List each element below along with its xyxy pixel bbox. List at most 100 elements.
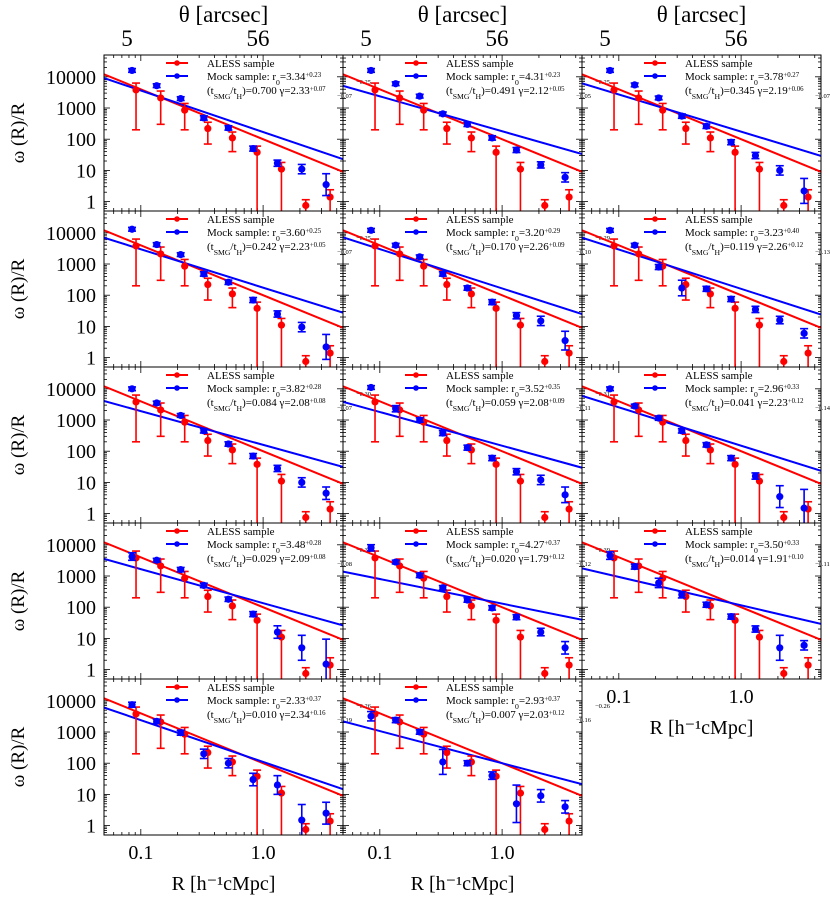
mock-point (512, 613, 521, 621)
y-tick-label: 10000 (46, 535, 96, 557)
legend-mock-label: Mock sample: r0=3.52+0.35 (446, 383, 561, 399)
aless-point (706, 446, 714, 454)
aless-point (541, 513, 549, 522)
legend-aless-marker (652, 60, 658, 66)
mock-point (273, 464, 282, 473)
mock-point (224, 440, 232, 448)
mock-point (655, 263, 663, 271)
top-tick-label: 5 (121, 26, 133, 51)
mock-point (416, 92, 424, 100)
mock-point (537, 317, 545, 325)
legend-gamma-lower: −0.14 (815, 405, 830, 412)
aless-point (659, 106, 667, 114)
mock-point (322, 343, 330, 351)
y-axis-label: ω (R)/R (8, 726, 29, 787)
aless-point (565, 193, 573, 201)
y-tick-label: 100 (66, 285, 96, 307)
plot-area (582, 66, 821, 211)
legend-gamma-lower: −0.11 (815, 561, 830, 568)
mock-point (488, 772, 496, 780)
mock-point (776, 316, 784, 324)
legend-mock-marker (174, 541, 180, 547)
legend-gamma-lower: −0.08 (337, 561, 352, 568)
mock-point (392, 241, 400, 249)
panel-frame (342, 678, 583, 836)
mock-point (177, 729, 185, 737)
aless-point (780, 513, 788, 522)
mock-point (463, 120, 471, 128)
legend-aless-marker (652, 372, 658, 378)
top-tick-label: 5 (360, 26, 372, 51)
legend-aless-label: ALESS sample (685, 214, 753, 226)
aless-fit-line (104, 541, 343, 641)
mock-fit-line (104, 400, 343, 468)
aless-point (326, 817, 334, 825)
mock-fit-line (582, 567, 821, 625)
mock-point (561, 491, 569, 499)
mock-point (800, 504, 808, 512)
aless-point (443, 124, 451, 133)
legend-mock-marker (413, 697, 419, 703)
mock-point (177, 95, 185, 103)
mock-fit-line (343, 236, 582, 316)
aless-fit-line (343, 73, 582, 173)
legend-aless-marker (652, 528, 658, 534)
legend-aless-marker (413, 60, 419, 66)
aless-fit-line (104, 385, 343, 485)
legend-gamma-lower: −0.05 (576, 93, 591, 100)
mock-point (392, 716, 400, 724)
legend-ratio-label: (tSMG/tH)=0.010 γ=2.34+0.16 (207, 709, 326, 725)
aless-point (492, 148, 500, 156)
top-axis-labels: θ [arcsec]5 56θ [arcsec]5 56θ [arcsec]5 56 (121, 2, 747, 51)
mock-point (298, 816, 306, 824)
mock-fit-line (582, 82, 821, 157)
aless-point (228, 446, 236, 454)
legend-ratio-label: (tSMG/tH)=0.491 γ=2.12+0.05 (446, 85, 565, 101)
aless-point (780, 669, 788, 678)
legend-mock-marker (174, 73, 180, 79)
mock-point (702, 601, 710, 609)
legend-aless-label: ALESS sample (446, 682, 514, 694)
panel-frame (581, 522, 822, 680)
mock-point (631, 402, 639, 410)
legend-mock-marker (652, 385, 658, 391)
y-tick-label: 10 (76, 316, 96, 338)
legend-mock-label: Mock sample: r0=3.48+0.28 (207, 539, 322, 555)
legend-aless-label: ALESS sample (207, 58, 275, 70)
legend-aless-label: ALESS sample (685, 526, 753, 538)
mock-point (392, 80, 400, 88)
legend-mock-label: Mock sample: r0=4.31+0.23 (446, 71, 561, 87)
mock-point (367, 226, 375, 234)
legend-ratio-label: (tSMG/tH)=0.084 γ=2.08+0.08 (207, 397, 326, 413)
aless-point (635, 94, 643, 102)
aless-point (541, 357, 549, 366)
x-tick-label: 0.1 (128, 842, 153, 864)
mock-point (200, 581, 208, 590)
mock-point (298, 644, 306, 652)
aless-point (682, 124, 690, 133)
aless-point (302, 669, 310, 678)
y-tick-label: 10 (76, 472, 96, 494)
plot-area (582, 385, 821, 523)
aless-fit-line (582, 541, 821, 641)
plot-area (343, 66, 582, 211)
legend-aless-marker (174, 528, 180, 534)
aless-point (443, 748, 451, 757)
mock-point (224, 595, 232, 603)
top-axis-label: θ [arcsec] (657, 2, 747, 27)
mock-point (128, 225, 136, 233)
y-tick-label: 100 (66, 129, 96, 151)
y-tick-label: 1000 (56, 98, 96, 120)
aless-point (302, 513, 310, 522)
y-tick-label: 10000 (46, 691, 96, 713)
mock-point (439, 429, 447, 437)
